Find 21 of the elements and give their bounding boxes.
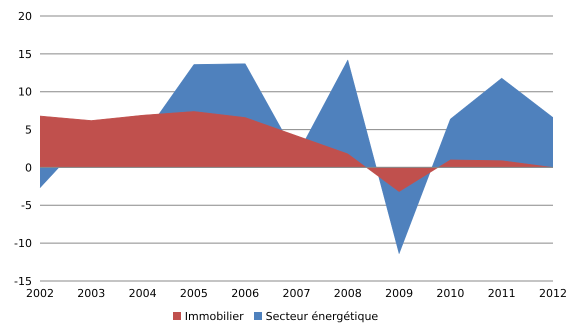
x-tick-label: 2012 — [539, 286, 567, 300]
x-tick-label: 2009 — [385, 286, 414, 300]
x-tick-label: 2008 — [334, 286, 362, 300]
x-tick-label: 2010 — [436, 286, 464, 300]
x-tick-label: 2003 — [77, 286, 106, 300]
x-tick-label: 2005 — [180, 286, 208, 300]
y-tick-label: 10 — [18, 86, 32, 99]
y-tick-label: -15 — [14, 274, 32, 288]
legend-label: Immobilier — [184, 310, 244, 323]
y-tick-label: 0 — [25, 161, 32, 174]
legend-label: Secteur énergétique — [266, 310, 378, 323]
x-tick-label: 2002 — [26, 286, 54, 300]
y-tick-label: 15 — [18, 48, 32, 61]
y-tick-label: -5 — [21, 199, 32, 212]
y-tick-label: 5 — [25, 123, 32, 136]
x-tick-label: 2007 — [282, 286, 310, 300]
x-tick-label: 2011 — [488, 286, 516, 300]
y-tick-label: -10 — [14, 237, 32, 250]
x-tick-label: 2006 — [231, 286, 260, 300]
y-tick-label: 20 — [18, 10, 32, 23]
x-tick-label: 2004 — [128, 286, 157, 300]
